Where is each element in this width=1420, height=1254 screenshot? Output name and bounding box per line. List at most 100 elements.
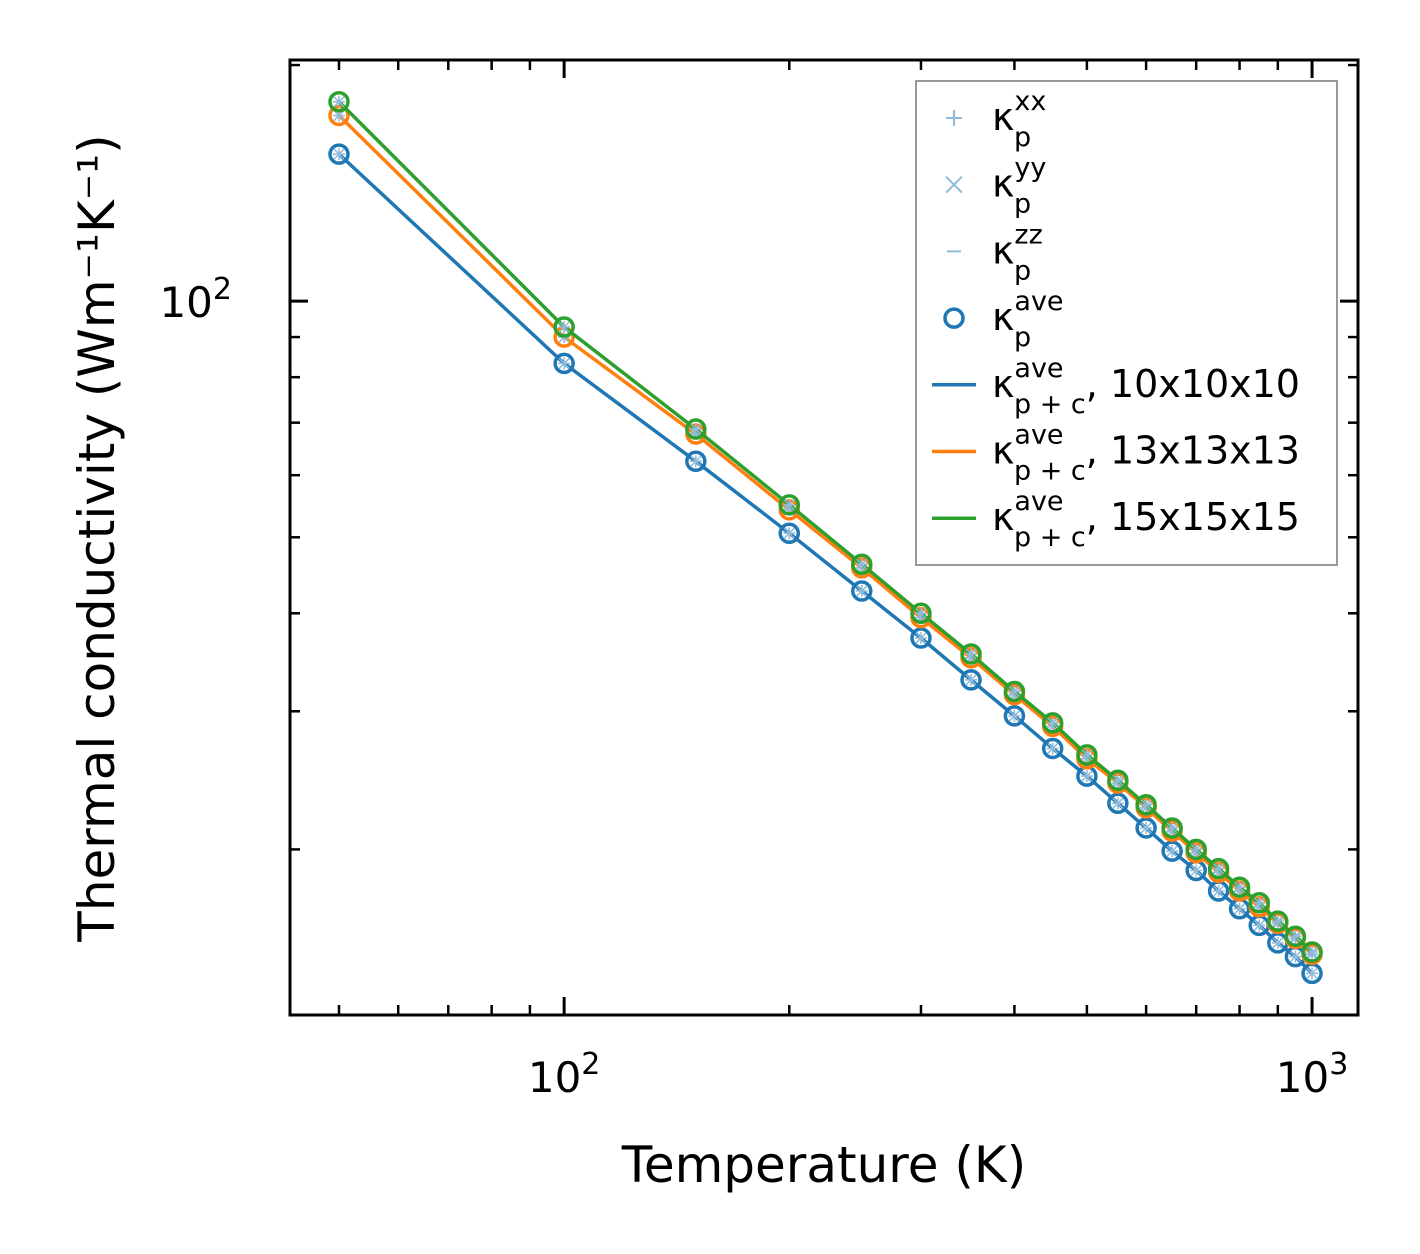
legend-superscript: ave (1014, 353, 1063, 384)
data-point-circle (778, 494, 801, 516)
legend-subscript: p (1014, 122, 1031, 153)
data-point-circle (1135, 794, 1157, 816)
data-point-component-markers (1306, 945, 1319, 958)
data-point-circle (1003, 680, 1026, 703)
data-point-component-markers (1289, 930, 1302, 943)
data-point-circle (1185, 838, 1207, 861)
data-point-component-markers (1289, 950, 1302, 963)
data-point-circle (1248, 892, 1271, 914)
data-point-circle (1135, 817, 1157, 839)
data-point-circle (1041, 712, 1064, 734)
data-point-circle (328, 90, 350, 113)
data-point-circle (910, 602, 932, 625)
tick-base: 10 (159, 278, 212, 327)
data-point-component-markers (914, 607, 927, 620)
legend-box (915, 80, 1338, 566)
data-point-circle (1207, 857, 1230, 880)
legend-label: κave p + c, 13x13x13 (992, 420, 1300, 487)
tick-base: 10 (1276, 1053, 1329, 1102)
legend-entry: κzz p (947, 219, 1043, 286)
data-point-circle (1003, 705, 1026, 727)
data-point-component-markers (1233, 881, 1246, 894)
legend-entry: κxx p (946, 86, 1046, 153)
data-point-component-markers (1233, 902, 1246, 915)
legend-label: κxx p (992, 86, 1046, 153)
legend-symbol: κ (992, 95, 1014, 139)
data-point-circle (685, 418, 707, 440)
legend-subscript: p (1014, 322, 1031, 353)
legend-subscript: p (1014, 255, 1031, 286)
data-point-component-markers (1166, 845, 1179, 858)
y-tick-label: 102 (159, 272, 232, 327)
data-point-component-markers (1140, 798, 1153, 811)
data-point-circle (1284, 925, 1307, 947)
legend-entry: κave p (943, 286, 1064, 353)
data-point-circle (960, 643, 982, 665)
legend-subscript: p + c (1014, 456, 1086, 487)
x-tick-label: 102 (528, 1047, 601, 1102)
legend-subscript: p (1014, 189, 1031, 220)
legend-suffix: , 10x10x10 (1086, 362, 1300, 406)
data-point-component-markers (689, 455, 702, 468)
data-point-component-markers (855, 558, 868, 571)
data-point-circle (1107, 792, 1129, 815)
legend-superscript: xx (1014, 86, 1046, 117)
data-point-component-markers (332, 109, 345, 122)
data-point-circle (851, 553, 873, 575)
legend-label: κyy p (992, 153, 1046, 220)
data-point-component-markers (1271, 936, 1284, 949)
data-point-component-markers (1212, 862, 1225, 875)
legend-symbol: κ (992, 495, 1014, 539)
data-point-circle (553, 316, 575, 338)
legend-subscript: p + c (1014, 522, 1086, 553)
data-point-component-markers (1111, 797, 1124, 810)
data-point-component-markers (783, 498, 796, 511)
data-point-component-markers (783, 527, 796, 540)
data-point-component-markers (689, 423, 702, 436)
x-marker-icon (945, 175, 963, 194)
circle-marker-icon (943, 307, 965, 329)
tick-base: 10 (528, 1053, 581, 1102)
data-point-circle (778, 522, 801, 544)
tick-exponent: 3 (1329, 1047, 1348, 1082)
data-point-circle (1041, 737, 1064, 760)
legend-entry: κave p + c, 13x13x13 (932, 420, 1300, 487)
data-point-component-markers (1008, 709, 1021, 722)
data-point-component-markers (965, 647, 978, 660)
plus-marker-icon (946, 110, 962, 126)
data-point-component-markers (1008, 685, 1021, 698)
data-point-component-markers (1080, 748, 1093, 761)
legend-superscript: ave (1014, 286, 1063, 317)
legend-superscript: ave (1014, 420, 1063, 451)
data-point-component-markers (1190, 864, 1203, 877)
data-point-component-markers (914, 632, 927, 645)
legend-subscript: p + c (1014, 389, 1086, 420)
legend-label: κzz p (992, 219, 1043, 286)
legend-superscript: yy (1014, 153, 1046, 184)
legend-symbol: κ (992, 429, 1014, 473)
data-point-component-markers (1046, 742, 1059, 755)
data-point-circle (328, 143, 350, 165)
data-point-circle (1107, 769, 1129, 792)
data-point-component-markers (1080, 770, 1093, 783)
data-point-circle (1161, 840, 1183, 862)
legend-symbol: κ (992, 362, 1014, 406)
data-point-component-markers (558, 357, 571, 370)
data-point-component-markers (1306, 967, 1319, 980)
data-point-circle (1161, 817, 1183, 839)
data-point-component-markers (1046, 716, 1059, 729)
legend-label: κave p + c, 15x15x15 (992, 486, 1300, 553)
series-kp_ave_15 (328, 90, 1323, 963)
data-point-circle (1267, 910, 1289, 932)
data-point-component-markers (558, 321, 571, 334)
data-point-component-markers (1190, 843, 1203, 856)
data-point-circle (910, 627, 932, 649)
data-point-component-markers (1253, 919, 1266, 932)
tick-exponent: 2 (213, 272, 232, 307)
data-point-component-markers (1140, 821, 1153, 834)
legend-superscript: zz (1014, 219, 1042, 250)
data-point-component-markers (1271, 915, 1284, 928)
y-axis-label: Thermal conductivity (Wm⁻¹K⁻¹) (68, 134, 126, 942)
